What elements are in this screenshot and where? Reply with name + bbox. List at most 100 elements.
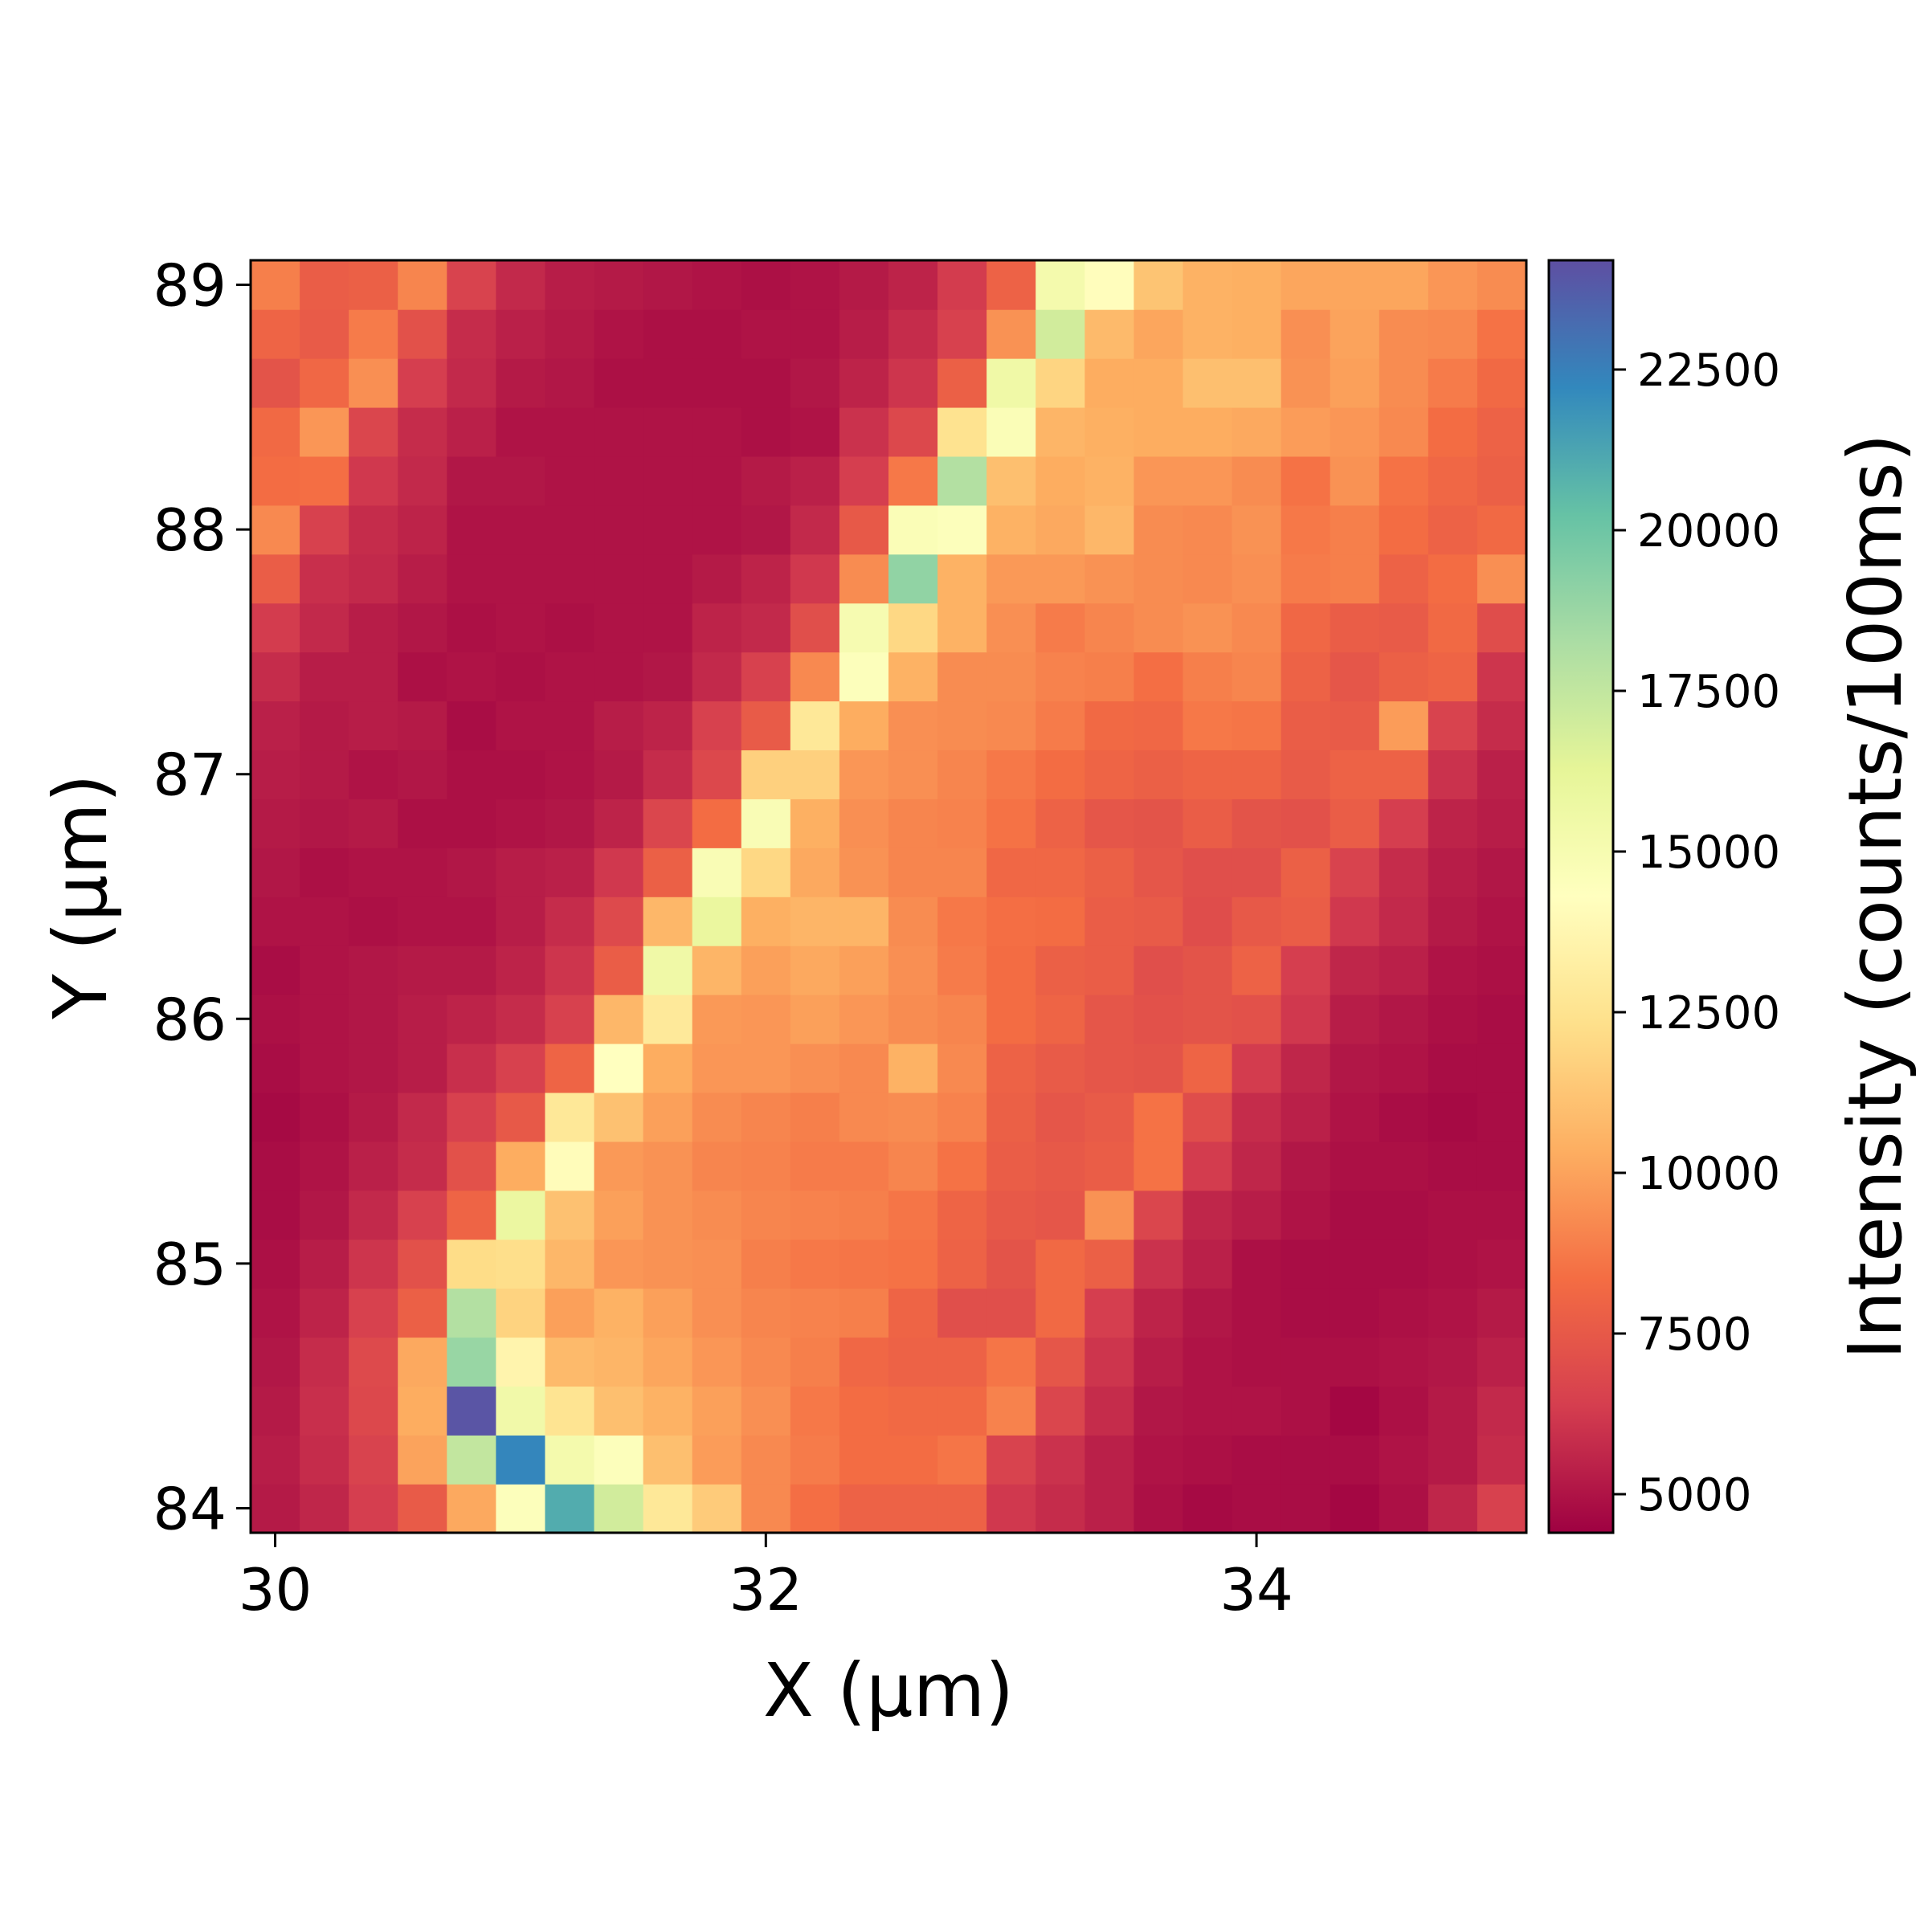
heatmap-cell <box>251 1386 300 1436</box>
heatmap-cell <box>545 1288 595 1338</box>
heatmap-cell <box>1232 455 1282 506</box>
heatmap-cell <box>937 1435 987 1485</box>
heatmap-cell <box>545 406 595 457</box>
heatmap-cell <box>839 799 889 848</box>
y-tick-label: 88 <box>153 496 227 564</box>
heatmap-cell <box>1477 1484 1527 1534</box>
heatmap-cell <box>692 799 742 848</box>
heatmap-cell <box>398 701 448 751</box>
heatmap-cell <box>1183 1435 1233 1485</box>
heatmap-cell <box>1035 1190 1086 1240</box>
heatmap-cell <box>300 1141 349 1191</box>
heatmap-cell <box>1232 994 1282 1044</box>
heatmap-cell <box>937 504 987 555</box>
heatmap-cell <box>1183 1337 1233 1387</box>
heatmap-cell <box>790 1288 840 1338</box>
heatmap-cell <box>1428 701 1478 751</box>
heatmap-cell <box>1134 602 1184 653</box>
heatmap-cell <box>1232 553 1282 604</box>
heatmap-cell <box>937 1092 987 1142</box>
heatmap-cell <box>1330 1288 1380 1338</box>
heatmap-cell <box>790 701 840 751</box>
heatmap-cell <box>790 1043 840 1093</box>
heatmap-cell <box>251 1092 300 1142</box>
heatmap-cell <box>1477 897 1527 946</box>
heatmap-cell <box>496 1239 546 1289</box>
heatmap-cell <box>300 308 349 359</box>
heatmap-cell <box>986 651 1037 702</box>
heatmap-cell <box>937 701 987 751</box>
heatmap-cell <box>741 1288 791 1338</box>
heatmap-cell <box>398 799 448 848</box>
heatmap-cell <box>1379 406 1429 457</box>
heatmap-cell <box>790 799 840 848</box>
heatmap-cell <box>1477 602 1527 653</box>
heatmap-cell <box>986 602 1037 653</box>
heatmap-cell <box>741 1092 791 1142</box>
heatmap-cell <box>888 504 938 555</box>
heatmap-cell <box>1428 1043 1478 1093</box>
heatmap-cell <box>839 1190 889 1240</box>
heatmap-cell <box>1330 1092 1380 1142</box>
heatmap-cell <box>1084 1288 1135 1338</box>
heatmap-cell <box>839 1092 889 1142</box>
heatmap-cell <box>300 260 349 310</box>
colorbar-tick-label: 5000 <box>1637 1469 1752 1522</box>
heatmap-cell <box>594 553 644 604</box>
heatmap-cell <box>1281 357 1331 408</box>
heatmap-cell <box>937 994 987 1044</box>
heatmap-cell <box>986 260 1037 310</box>
heatmap-cell <box>1379 357 1429 408</box>
heatmap-cell <box>888 1288 938 1338</box>
heatmap-cell <box>1084 1435 1135 1485</box>
heatmap-cell <box>741 1239 791 1289</box>
heatmap-cell <box>1428 308 1478 359</box>
heatmap-cell <box>545 455 595 506</box>
heatmap-cell <box>496 1092 546 1142</box>
heatmap-cell <box>1183 945 1233 995</box>
heatmap-cell <box>692 406 742 457</box>
heatmap-cell <box>1232 602 1282 653</box>
heatmap-cell <box>496 260 546 310</box>
heatmap-cell <box>545 260 595 310</box>
heatmap-cell <box>790 1337 840 1387</box>
heatmap-cell <box>251 455 300 506</box>
heatmap-cell <box>839 455 889 506</box>
heatmap-cell <box>839 1484 889 1534</box>
colorbar-tick-label: 20000 <box>1637 505 1780 558</box>
heatmap-cell <box>790 897 840 946</box>
heatmap-cell <box>594 994 644 1044</box>
heatmap-cell <box>888 1337 938 1387</box>
heatmap-cell <box>986 308 1037 359</box>
heatmap-cell <box>1183 799 1233 848</box>
heatmap-cell <box>1477 799 1527 848</box>
heatmap-cell <box>594 945 644 995</box>
colorbar-tick-label: 17500 <box>1637 666 1780 718</box>
heatmap-cell <box>741 799 791 848</box>
heatmap-cell <box>349 1043 399 1093</box>
heatmap-cell <box>1134 1190 1184 1240</box>
heatmap-cell <box>937 1288 987 1338</box>
heatmap-cell <box>1428 897 1478 946</box>
heatmap-cell <box>1232 701 1282 751</box>
heatmap-cell <box>1428 1337 1478 1387</box>
heatmap-cell <box>643 1484 693 1534</box>
heatmap-cell <box>1134 260 1184 310</box>
heatmap-cell <box>594 1190 644 1240</box>
heatmap-cell <box>692 945 742 995</box>
heatmap-cell <box>986 504 1037 555</box>
heatmap-cell <box>447 1386 497 1436</box>
heatmap-cell <box>888 1190 938 1240</box>
heatmap-cell <box>1035 848 1086 897</box>
colorbar-tick-label: 22500 <box>1637 345 1780 397</box>
heatmap-cell <box>496 1141 546 1191</box>
heatmap-cell <box>1183 1484 1233 1534</box>
heatmap-cell <box>447 750 497 799</box>
heatmap-cell <box>986 994 1037 1044</box>
heatmap-cell <box>643 848 693 897</box>
heatmap-cell <box>1477 994 1527 1044</box>
heatmap-cell <box>349 701 399 751</box>
heatmap-cell <box>1330 701 1380 751</box>
heatmap-cell <box>300 1288 349 1338</box>
heatmap-cell <box>1035 357 1086 408</box>
